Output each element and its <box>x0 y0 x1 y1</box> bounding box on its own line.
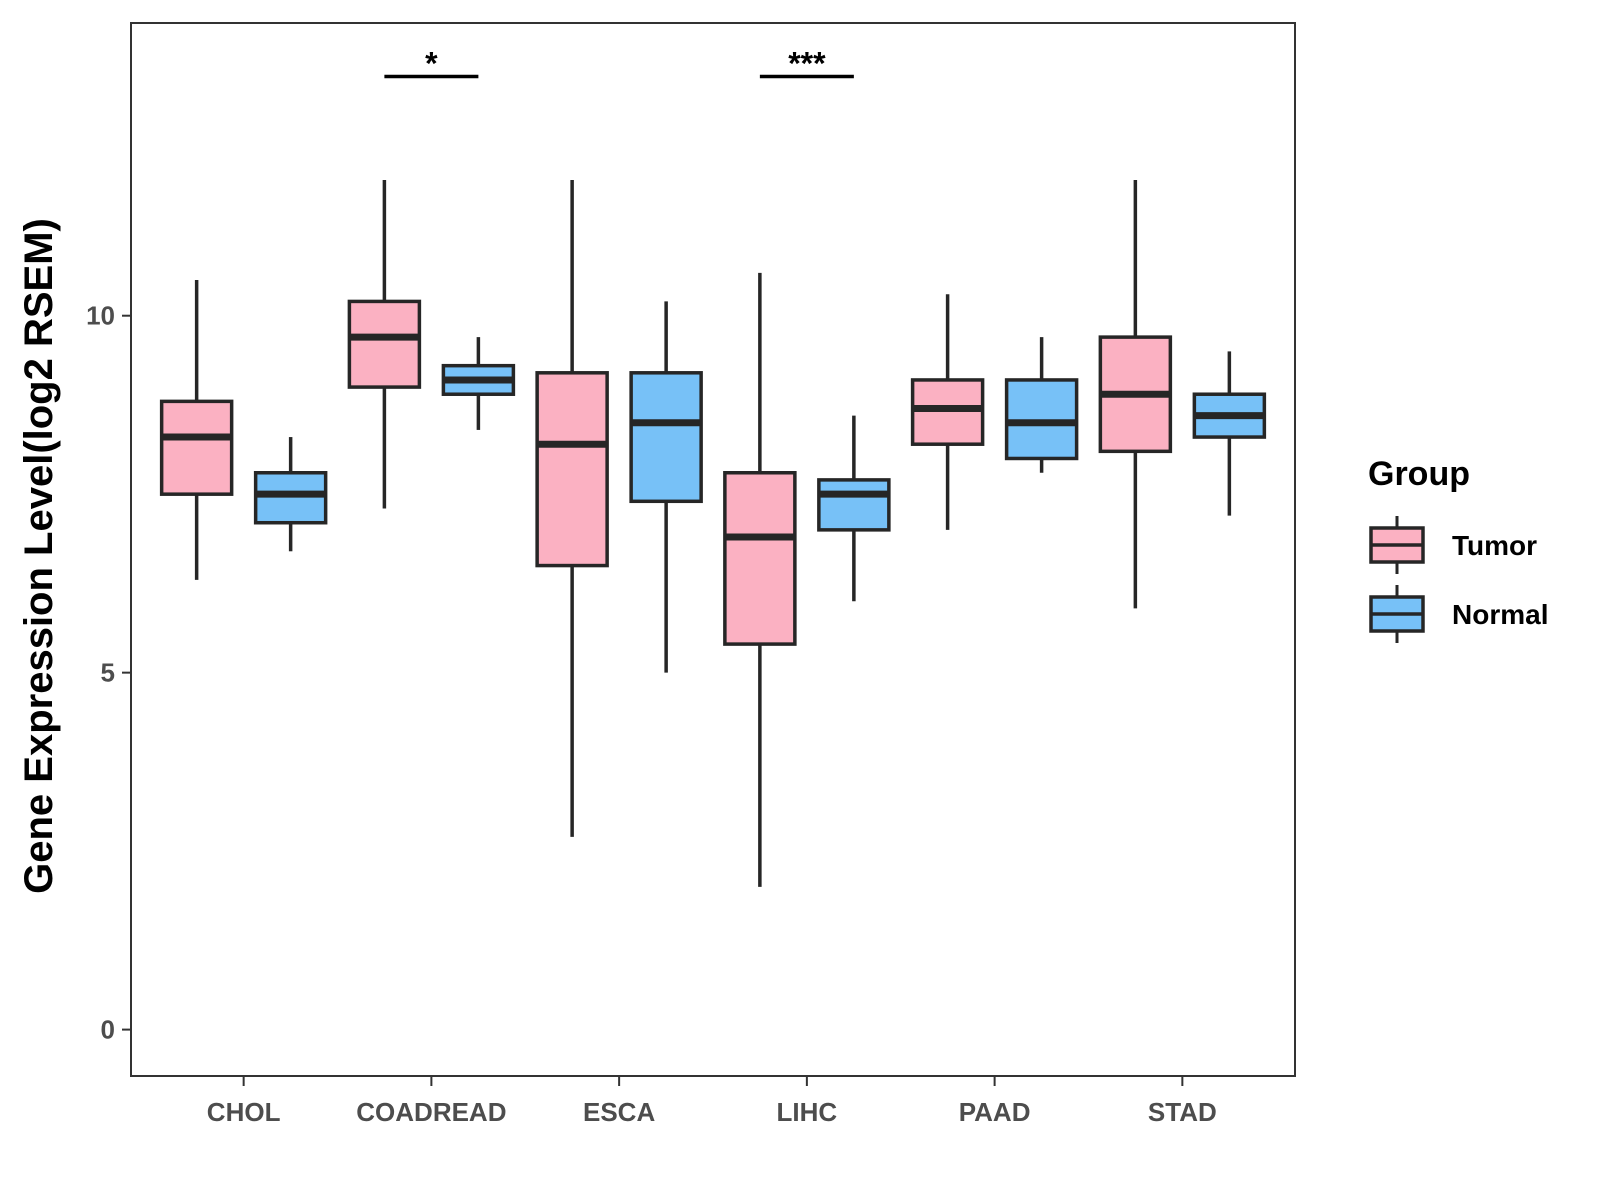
significance-label: *** <box>788 46 826 82</box>
legend-item-tumor: Tumor <box>1369 516 1537 574</box>
box-body <box>535 371 609 568</box>
x-tick-label-stad: STAD <box>1148 1097 1217 1127</box>
box-body <box>1004 378 1079 461</box>
box-tumor-chol <box>159 280 234 580</box>
x-tick-label-esca: ESCA <box>583 1097 655 1127</box>
box-body <box>159 399 234 496</box>
y-tick-label-10: 10 <box>86 301 115 331</box>
significance-annotations: * *** <box>384 46 854 82</box>
legend-label-tumor: Tumor <box>1452 530 1537 561</box>
box-body <box>253 471 328 525</box>
x-tick-label-paad: PAAD <box>959 1097 1031 1127</box>
box-body <box>910 378 985 446</box>
box-body <box>629 371 703 504</box>
panel-border <box>130 22 1296 1077</box>
boxes-layer <box>159 180 1267 887</box>
legend-title: Group <box>1368 455 1470 493</box>
legend-item-normal: Normal <box>1369 585 1548 643</box>
significance-lihc: *** <box>759 46 854 82</box>
x-axis: CHOL COADREAD ESCA LIHC PAAD STAD <box>207 1076 1217 1127</box>
y-tick-label-0: 0 <box>101 1015 115 1045</box>
significance-label: * <box>425 46 438 82</box>
plot-panel <box>130 22 1296 1077</box>
box-normal-chol <box>253 437 328 552</box>
box-tumor-paad <box>910 294 985 530</box>
box-normal-coadread <box>441 337 516 430</box>
box-normal-esca <box>629 301 703 673</box>
box-tumor-coadread <box>347 180 422 509</box>
legend-label-normal: Normal <box>1452 599 1548 630</box>
x-tick-label-lihc: LIHC <box>777 1097 838 1127</box>
box-body <box>817 478 891 532</box>
box-body <box>723 471 797 646</box>
legend: Group Tumor Normal <box>1368 455 1548 643</box>
y-axis-title: Gene Expression Level(log2 RSEM) <box>17 218 61 894</box>
x-tick-label-coadread: COADREAD <box>356 1097 506 1127</box>
y-tick-label-5: 5 <box>101 658 115 688</box>
box-body <box>347 299 422 389</box>
y-axis: 0 5 10 <box>86 301 131 1045</box>
x-tick-label-chol: CHOL <box>207 1097 281 1127</box>
significance-coadread: * <box>384 46 479 82</box>
box-normal-stad <box>1192 351 1267 516</box>
box-tumor-esca <box>535 180 609 837</box>
box-normal-paad <box>1004 337 1079 473</box>
box-normal-lihc <box>817 415 891 602</box>
box-tumor-stad <box>1098 180 1173 609</box>
box-tumor-lihc <box>723 272 797 887</box>
